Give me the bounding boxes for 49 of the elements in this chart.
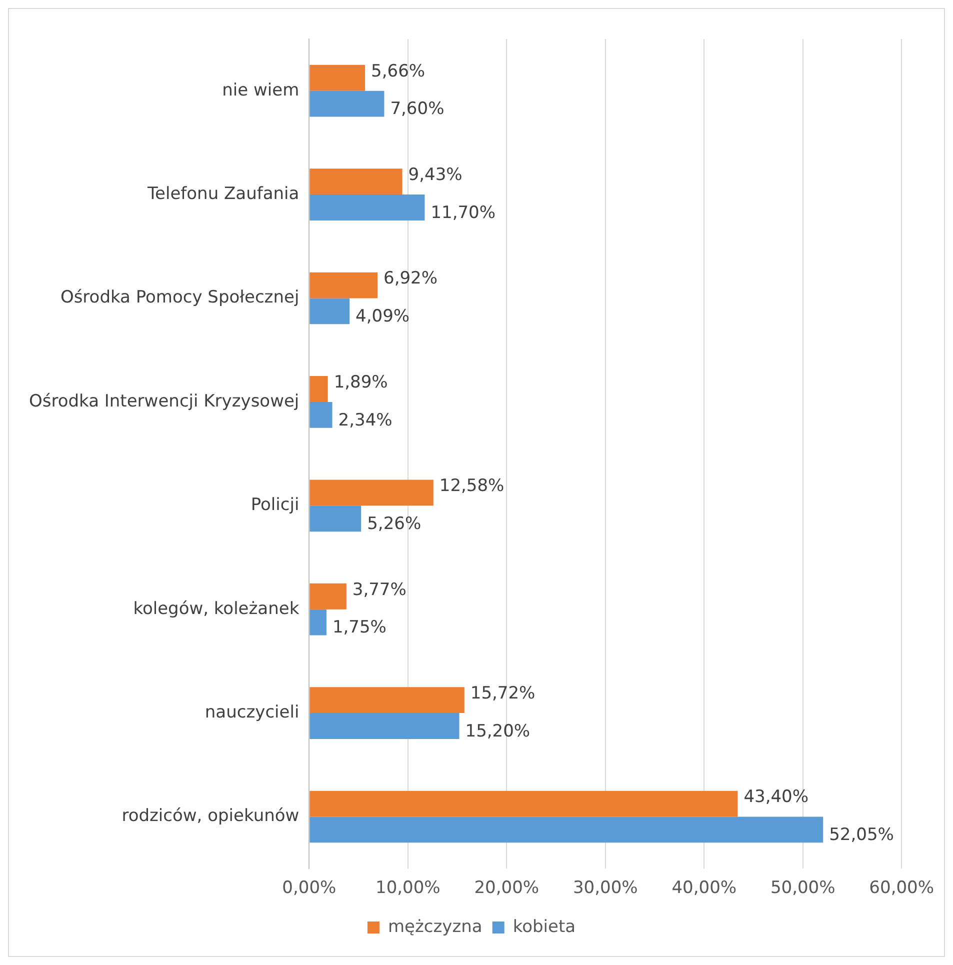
bar <box>310 298 350 324</box>
bar <box>310 402 332 428</box>
bar <box>310 64 366 91</box>
x-tick-label: 0,00% <box>282 878 336 898</box>
x-tick-label: 40,00% <box>672 878 737 898</box>
data-label: 11,70% <box>430 202 496 223</box>
bar <box>310 480 434 506</box>
x-tick-label: 10,00% <box>375 878 440 898</box>
data-label: 43,40% <box>744 787 809 808</box>
data-label: 3,77% <box>352 580 406 600</box>
y-tick-label: Ośrodka Pomocy Społecznej <box>60 288 300 308</box>
data-label: 5,26% <box>367 514 422 534</box>
data-label: 1,89% <box>334 372 388 392</box>
data-label: 2,34% <box>338 410 392 430</box>
data-label: 6,92% <box>384 268 438 289</box>
bar <box>310 790 738 817</box>
y-tick-label: nauczycieli <box>204 702 300 722</box>
data-label: 1,75% <box>332 618 386 638</box>
y-tick-label: Telefonu Zaufania <box>146 184 300 204</box>
y-tick-label: nie wiem <box>222 80 300 100</box>
x-tick-label: 30,00% <box>572 878 638 898</box>
y-tick-label: rodziców, opiekunów <box>122 806 300 826</box>
legend-label: kobieta <box>512 916 576 937</box>
data-label: 15,20% <box>465 721 530 742</box>
x-tick-label: 60,00% <box>869 878 934 898</box>
bar <box>310 687 464 714</box>
bar <box>310 194 425 220</box>
bar <box>310 713 460 739</box>
data-label: 12,58% <box>439 476 504 496</box>
data-label: 9,43% <box>408 165 462 186</box>
bar <box>310 168 402 195</box>
legend-label: mężczyzna <box>388 916 482 937</box>
data-label: 5,66% <box>371 61 426 82</box>
bar <box>310 609 326 636</box>
bar <box>310 583 346 610</box>
data-label: 52,05% <box>829 825 894 846</box>
bar <box>310 272 378 298</box>
x-tick-label: 20,00% <box>474 878 540 898</box>
x-tick-label: 50,00% <box>770 878 836 898</box>
y-tick-label: Ośrodka Interwencji Kryzysowej <box>28 391 300 412</box>
bar <box>310 90 384 117</box>
y-tick-label: Policji <box>250 495 300 516</box>
data-label: 4,09% <box>356 306 410 327</box>
data-label: 7,60% <box>390 99 444 120</box>
bar <box>310 376 328 402</box>
data-label: 15,72% <box>470 684 536 704</box>
bar <box>310 816 824 843</box>
y-tick-label: kolegów, koleżanek <box>133 598 300 619</box>
bar <box>310 506 362 532</box>
